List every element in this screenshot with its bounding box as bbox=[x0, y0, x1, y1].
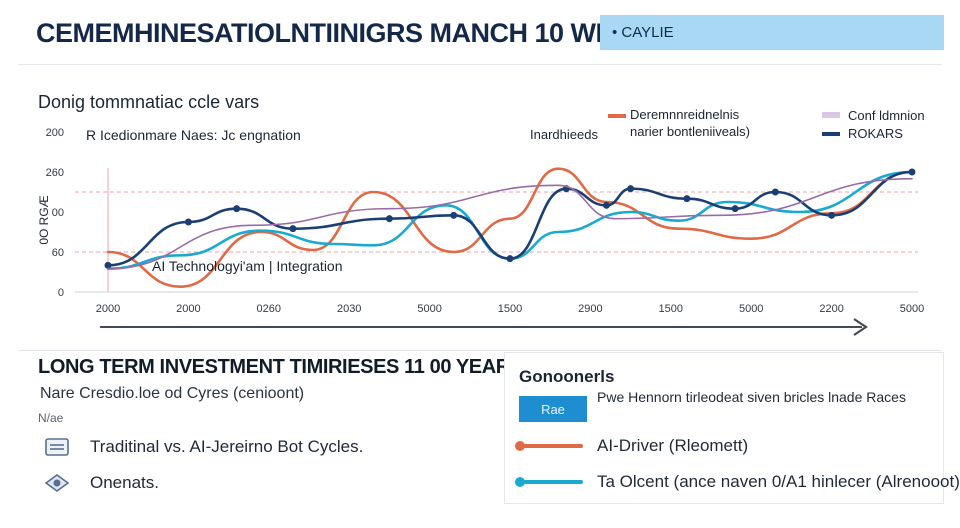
x-tick-label: 2030 bbox=[337, 303, 361, 315]
list-item-label: Onenats. bbox=[90, 473, 159, 492]
legend-label-navy: ROKARS bbox=[848, 126, 903, 141]
series-point-navy bbox=[731, 205, 739, 213]
legend-swatch-orange bbox=[608, 114, 626, 118]
list-item-label: Traditinal vs. AI-Jereirno Bot Cycles. bbox=[90, 437, 364, 456]
annotation-top-left: R Icedionmare Naes: Jc engnation bbox=[86, 127, 301, 143]
component-row-ta-olcent[interactable]: Ta Olcent (ance naven 0/A1 hinlecer (Alr… bbox=[515, 471, 960, 493]
component-row-ai-driver[interactable]: AI-Driver (Rleomett) bbox=[515, 435, 749, 457]
y-tick-label: 00 bbox=[52, 207, 64, 219]
series-point-navy bbox=[771, 188, 779, 196]
legend-swatch-navy bbox=[822, 132, 840, 136]
legend-label-purple: Conf ldmnion bbox=[848, 108, 925, 123]
legend-label-orange: Deremnnreidnelnis bbox=[630, 107, 740, 122]
x-tick-label: 2000 bbox=[96, 303, 120, 315]
line-chart: 0 60 00 260 200 2000 2000 0260 2030 5000 1500 2900 1… bbox=[37, 107, 925, 336]
series-point-navy bbox=[828, 211, 836, 219]
series-line-purple bbox=[107, 177, 913, 270]
series-point-navy bbox=[908, 168, 916, 176]
series-point-navy bbox=[683, 195, 691, 203]
x-tick-label: 2200 bbox=[819, 303, 843, 315]
components-description: Pwe Hennorn tirleodeat siven bricles lna… bbox=[597, 389, 906, 405]
page-title: CEMEMHINESATIOLNTIINIGRS MANCH 10 WEARS bbox=[36, 18, 669, 48]
chart-subtitle: Donig tommnatiac ccle vars bbox=[38, 92, 260, 112]
components-panel: Gonoonerls Rae Pwe Hennorn tirleodeat si… bbox=[504, 352, 960, 504]
cyan-line-swatch bbox=[515, 477, 583, 487]
series-line-orange bbox=[106, 167, 914, 288]
bottom-section-subtitle: Nare Cresdio.loe od Cyres (cenioont) bbox=[40, 385, 305, 402]
x-tick-label: 1500 bbox=[498, 303, 522, 315]
series-point-navy bbox=[184, 218, 192, 226]
legend-sublabel-orange: narier bontleniiveals) bbox=[630, 124, 750, 139]
y-tick-label: 0 bbox=[58, 287, 64, 299]
x-tick-label: 2000 bbox=[176, 303, 200, 315]
header-tag-label: • CAYLIE bbox=[612, 24, 674, 41]
orange-line-swatch bbox=[515, 441, 583, 451]
series-point-navy bbox=[233, 205, 241, 213]
chart-series-layer bbox=[104, 167, 916, 288]
series-point-navy bbox=[289, 225, 297, 233]
list-item-onenats[interactable]: Onenats. bbox=[44, 470, 159, 496]
x-tick-label: 1500 bbox=[659, 303, 683, 315]
y-tick-label: 60 bbox=[52, 247, 64, 259]
series-point-navy bbox=[104, 261, 112, 269]
x-tick-label: 5000 bbox=[739, 303, 763, 315]
x-tick-label: 5000 bbox=[900, 303, 924, 315]
series-point-navy bbox=[450, 211, 458, 219]
document-icon bbox=[45, 438, 69, 456]
eye-icon bbox=[44, 474, 70, 492]
y-axis-label: 0O RGÆ bbox=[37, 195, 51, 244]
chart-axes bbox=[75, 291, 918, 336]
header-tag-banner[interactable]: • CAYLIE bbox=[600, 15, 944, 50]
series-line-navy bbox=[106, 170, 914, 267]
list-item-traditional-vs-ai[interactable]: Traditinal vs. AI-Jereirno Bot Cycles. bbox=[44, 434, 363, 460]
y-tick-label: 200 bbox=[46, 127, 64, 139]
arrow-right-icon bbox=[853, 318, 868, 336]
x-tick-label: 0260 bbox=[257, 303, 281, 315]
series-point-navy bbox=[627, 185, 635, 193]
component-row-label: AI-Driver (Rleomett) bbox=[597, 436, 749, 455]
components-tag-button[interactable]: Rae bbox=[519, 396, 587, 422]
chart-ticks: 0 60 00 260 200 2000 2000 0260 2030 5000 1500 2900 1… bbox=[46, 127, 925, 315]
annotation-trendline: Inardhieeds bbox=[530, 127, 598, 142]
bottom-section-note: N/ae bbox=[38, 411, 64, 425]
component-row-label: Ta Olcent (ance naven 0/A1 hinlecer (Alr… bbox=[597, 472, 960, 491]
series-point-navy bbox=[506, 255, 514, 263]
legend-swatch-purple bbox=[822, 112, 840, 118]
components-title: Gonoonerls bbox=[519, 367, 615, 386]
series-point-navy bbox=[385, 215, 393, 223]
section-divider bbox=[18, 350, 942, 351]
series-point-navy bbox=[602, 201, 610, 209]
x-tick-label: 2900 bbox=[578, 303, 602, 315]
y-tick-label: 260 bbox=[46, 167, 64, 179]
x-tick-label: 5000 bbox=[417, 303, 441, 315]
header-divider bbox=[18, 64, 942, 65]
series-line-cyan bbox=[106, 170, 914, 270]
bottom-section-title: LONG TERM INVESTMENT TIMIRIESES 11 00 YE… bbox=[38, 356, 523, 378]
chart-legend: Deremnnreidnelnis narier bontleniiveals) C… bbox=[608, 107, 925, 141]
annotation-ai-integration: AI Technologyi'am | Integration bbox=[152, 258, 343, 274]
